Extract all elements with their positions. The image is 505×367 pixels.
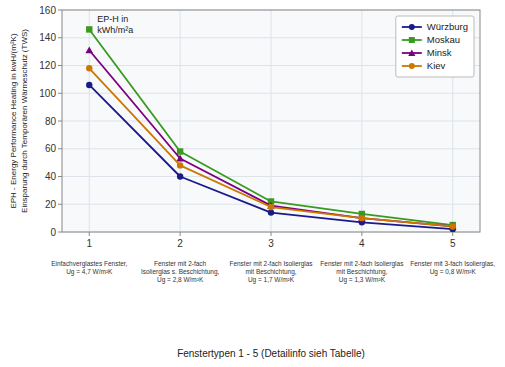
tick-label-x: 4 [359,238,365,249]
legend-marker [409,24,415,30]
tick-y [58,204,62,205]
text-line: Fenster mit 2-fach [154,260,207,267]
text-line: Ug = 1,3 W/m²K [339,276,386,284]
text-line: Ug = 0,8 W/m²K [430,268,477,276]
x-detail-label: Einfachverglastes Fenster,Ug = 4,7 W/m²K [51,260,127,276]
tick-y [58,232,62,233]
tick-y [58,37,62,38]
x-detail-label: Fenster mit 3-fach Isolierglas,Ug = 0,8 … [410,260,495,276]
tick-label-y: 20 [45,199,57,210]
tick-x [180,232,181,236]
text-line: Fenster mit 2-fach Isolierglas [320,260,403,268]
tick-label-y: 120 [39,60,56,71]
legend-box [396,16,474,77]
text-line: mit Beschichtung, [245,268,296,276]
legend-label: Minsk [427,47,452,58]
data-point [359,215,365,221]
grid [62,10,480,232]
data-point [85,46,93,53]
text-line: Ug = 2,8 W/m²K [157,276,204,284]
grid-line-x [89,10,90,232]
tick-y [58,148,62,149]
y-label: EPH - Energy Performance Heating in kwH/… [9,29,29,213]
legend-label: Würzburg [427,21,468,32]
grid-line-x [361,10,362,232]
text-line: Ug = 4,7 W/m²K [66,268,113,276]
data-point [86,82,92,88]
legend-marker [409,37,415,43]
plot-frame [62,10,480,232]
data-point [358,214,366,221]
x-label: Fenstertypen 1 - 5 (Detailinfo sieh Tabe… [177,348,365,359]
tick-x [452,232,453,236]
legend-marker [408,49,415,55]
legend: Würzburg Moskau Minsk Kiev [396,16,474,77]
tick-label-y: 0 [50,227,56,238]
tick-y [58,65,62,66]
text-line: Fenster mit 2-fach Isolierglas [229,260,312,268]
text-line: Einsparung durch Temporären Wärmeschutz … [20,29,29,213]
tick-label-y: 140 [39,32,56,43]
y-label-group: EPH - Energy Performance Heating in kwH/… [9,29,29,213]
tick-label-y: 40 [45,171,57,182]
tick-label-y: 80 [45,116,57,127]
x-detail-label: Fenster mit 2-fach Isolierglasmit Beschi… [229,260,312,284]
series [86,65,456,230]
tick-x [271,232,272,236]
data-point [177,148,183,154]
series-line [89,85,452,229]
plot-area [62,10,480,232]
text-line: EP-H in [97,14,128,24]
data-point [86,65,92,71]
tick-label-x: 2 [177,238,183,249]
data-point [177,173,183,179]
tick-label-y: 160 [39,5,56,16]
text-line: kWh/m²a [97,25,133,35]
text-line: Fenster mit 3-fach Isolierglas, [410,260,495,268]
grid-line-x [180,10,181,232]
legend-label: Kiev [427,60,446,71]
chart: 0 20 40 60 80 100 120 140 160 1 2 3 4 5 EP-H inkWh/m²a… [0,0,505,367]
tick-label-y: 60 [45,143,57,154]
text-line: EPH - Energy Performance Heating in kwH/… [9,33,18,209]
legend-label: Moskau [427,34,460,45]
text-line: Ug = 1,7 W/m²K [248,276,295,284]
tick-label-y: 100 [39,88,56,99]
data-point [86,26,92,32]
x-detail-label: Fenster mit 2-fachIsolierglas s. Beschic… [141,260,220,284]
data-point [268,204,274,210]
text-line: Einfachverglastes Fenster, [51,260,127,268]
x-detail-label: Fenster mit 2-fach Isolierglasmit Beschi… [320,260,403,284]
tick-y [58,10,62,11]
tick-label-x: 5 [450,238,456,249]
data-point [177,162,183,168]
series [86,82,456,232]
data-point [450,223,456,229]
data-point [449,223,457,230]
tick-x [89,232,90,236]
series-line [89,68,452,226]
data-point [268,209,274,215]
text-line: Isolierglas s. Beschichtung, [141,268,220,276]
data-point [176,155,184,162]
text-line: mit Beschichtung, [336,268,387,276]
axes: 0 20 40 60 80 100 120 140 160 1 2 3 4 5 [39,5,456,250]
tick-label-x: 3 [268,238,274,249]
tick-y [58,176,62,177]
tick-y [58,121,62,122]
legend-marker [409,63,415,69]
tick-label-x: 1 [86,238,92,249]
annotation: EP-H inkWh/m²a [97,14,133,35]
x-detail-labels: Einfachverglastes Fenster,Ug = 4,7 W/m²K… [51,260,495,284]
tick-x [361,232,362,236]
tick-y [58,93,62,94]
